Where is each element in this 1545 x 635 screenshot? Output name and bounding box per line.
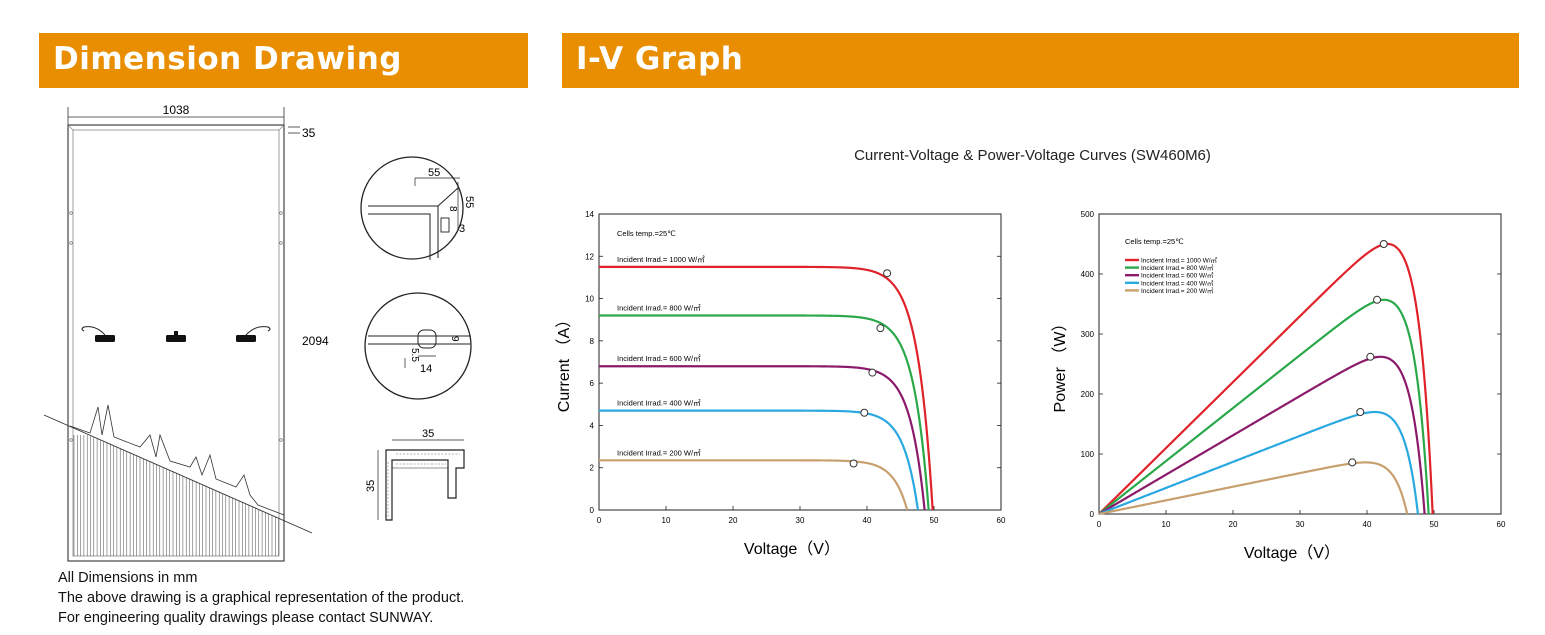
x-tick-label: 50 — [1430, 520, 1439, 529]
corner-dim-c: 8 — [447, 206, 458, 212]
y-tick-label: 400 — [1081, 270, 1095, 279]
pv-series-line — [1098, 355, 1426, 515]
series-label: Incident Irrad.= 400 W/㎡ — [617, 399, 701, 408]
note-dimensions: All Dimensions in mm — [58, 570, 198, 586]
y-tick-label: 100 — [1081, 450, 1095, 459]
mpp-point — [868, 368, 877, 377]
legend-label: Incident Irrad.= 600 W/㎡ — [1141, 271, 1214, 280]
legend-label: Incident Irrad.= 200 W/㎡ — [1141, 286, 1214, 295]
mpp-point — [876, 324, 885, 333]
dimension-drawing-title: Dimension Drawing — [53, 41, 402, 77]
mpp-point — [1379, 240, 1388, 248]
y-tick-label: 0 — [590, 506, 595, 515]
height-dimension: 2094 — [302, 334, 329, 348]
legend-label: Incident Irrad.= 800 W/㎡ — [1141, 263, 1214, 272]
series-label: Incident Irrad.= 600 W/㎡ — [617, 354, 701, 363]
x-axis-label: Voltage（V） — [1244, 544, 1340, 562]
width-dimension: 1038 — [163, 103, 190, 117]
detail-views: 55 55 8 3 9 5.5 14 35 35 — [360, 156, 475, 521]
x-tick-label: 40 — [863, 516, 872, 525]
frame-depth-dimension: 35 — [302, 126, 316, 140]
dimension-drawing-header: Dimension Drawing — [39, 33, 528, 88]
x-tick-label: 50 — [930, 516, 939, 525]
x-tick-label: 10 — [1162, 520, 1171, 529]
x-axis-label: Voltage（V） — [744, 540, 840, 558]
x-tick-label: 60 — [997, 516, 1006, 525]
pv-series-line — [1098, 461, 1409, 516]
panel-outline-drawing: 1038 35 2094 — [43, 103, 329, 562]
mpp-point — [1373, 295, 1382, 304]
x-tick-label: 0 — [597, 516, 602, 525]
x-tick-label: 10 — [662, 516, 671, 525]
cell-hatching — [43, 404, 313, 556]
frame-profile: 35 35 — [365, 428, 465, 521]
power-voltage-chart: 0 10 20 30 40 50 60 0 100 200 300 400 500 Voltage（V） P… — [1051, 210, 1506, 562]
iv-series-line — [599, 265, 934, 511]
x-tick-label: 40 — [1363, 520, 1372, 529]
y-tick-label: 2 — [590, 464, 595, 473]
x-tick-label: 20 — [1229, 520, 1238, 529]
legend-label: Incident Irrad.= 400 W/㎡ — [1141, 278, 1214, 287]
y-tick-label: 10 — [585, 295, 594, 304]
hole-detail: 9 5.5 14 — [364, 292, 472, 400]
iv-series-line — [599, 314, 930, 511]
mpp-point — [849, 459, 858, 468]
iv-series-line — [599, 365, 926, 511]
corner-detail: 55 55 8 3 — [360, 156, 475, 260]
legend-label: Incident Irrad.= 1000 W/㎡ — [1141, 256, 1218, 265]
chart-title: Current-Voltage & Power-Voltage Curves (… — [854, 147, 1211, 164]
x-tick-label: 30 — [1296, 520, 1305, 529]
temperature-annotation: Cells temp.=25℃ — [1125, 237, 1184, 246]
pv-series-line — [1098, 410, 1420, 516]
x-tick-label: 60 — [1497, 520, 1506, 529]
mpp-point — [1366, 352, 1375, 361]
x-tick-label: 30 — [796, 516, 805, 525]
iv-series-line — [599, 459, 909, 511]
series-label: Incident Irrad.= 800 W/㎡ — [617, 303, 701, 312]
y-tick-label: 6 — [590, 379, 595, 388]
current-voltage-chart: 0 10 20 30 40 50 60 0 2 4 6 8 10 12 14 Voltage（V） Curren… — [555, 210, 1006, 558]
hole-dim-a: 9 — [449, 336, 460, 342]
temperature-annotation: Cells temp.=25℃ — [617, 229, 676, 238]
corner-dim-d: 3 — [459, 223, 465, 235]
pv-series-line — [1098, 242, 1434, 515]
hole-dim-c: 14 — [420, 363, 432, 375]
x-tick-label: 20 — [729, 516, 738, 525]
y-tick-label: 8 — [590, 337, 595, 346]
pv-series-line — [1098, 298, 1430, 515]
mpp-point — [883, 269, 892, 278]
y-tick-label: 0 — [1090, 510, 1095, 519]
y-tick-label: 14 — [585, 210, 594, 219]
y-axis-label: Power （W） — [1051, 316, 1069, 413]
mpp-point — [860, 408, 869, 417]
note-contact: For engineering quality drawings please … — [58, 610, 434, 626]
iv-graph-title: I-V Graph — [576, 41, 744, 77]
hole-dim-b: 5.5 — [409, 348, 420, 362]
corner-dim-a: 55 — [428, 167, 440, 179]
profile-dim-w: 35 — [422, 428, 434, 440]
y-tick-label: 12 — [585, 252, 594, 261]
y-tick-label: 4 — [590, 421, 595, 430]
mpp-point — [1356, 408, 1365, 416]
series-label: Incident Irrad.= 200 W/㎡ — [617, 448, 701, 457]
y-tick-label: 300 — [1081, 330, 1095, 339]
junction-box-icon — [81, 326, 271, 342]
x-tick-label: 0 — [1097, 520, 1102, 529]
iv-graph-header: I-V Graph — [562, 33, 1519, 88]
note-representation: The above drawing is a graphical represe… — [58, 590, 465, 606]
y-axis-label: Current （A） — [555, 312, 573, 412]
y-tick-label: 200 — [1081, 390, 1095, 399]
y-tick-label: 500 — [1081, 210, 1095, 219]
series-label: Incident Irrad.= 1000 W/㎡ — [617, 255, 705, 264]
corner-dim-b: 55 — [463, 196, 475, 208]
mpp-point — [1348, 458, 1357, 467]
profile-dim-h: 35 — [365, 480, 377, 492]
